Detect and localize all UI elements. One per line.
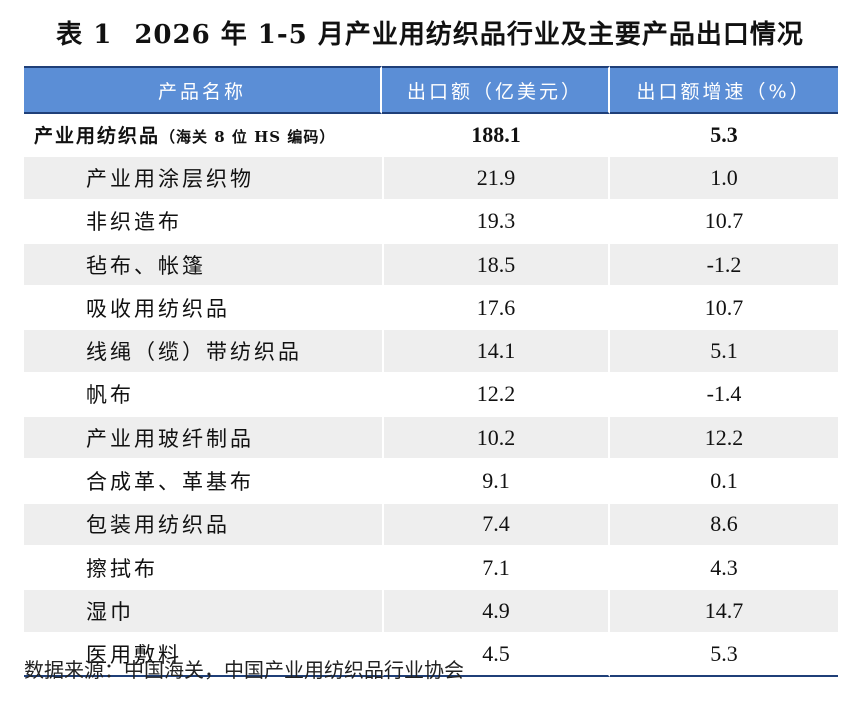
- product-name: 吸收用纺织品: [24, 287, 382, 331]
- product-name: 非织造布: [24, 200, 382, 244]
- export-value: 21.9: [382, 157, 610, 201]
- product-name: 湿巾: [24, 590, 382, 634]
- header-product-name: 产品名称: [24, 66, 382, 114]
- export-value: 4.9: [382, 590, 610, 634]
- table-row: 产业用涂层织物 21.9 1.0: [24, 157, 838, 201]
- total-name-cell: 产业用纺织品（海关 8 位 HS 编码）: [24, 114, 382, 158]
- table-number: 表 1: [56, 20, 113, 50]
- table-row: 产业用玻纤制品 10.2 12.2: [24, 417, 838, 461]
- product-name: 包装用纺织品: [24, 503, 382, 547]
- export-growth: 0.1: [610, 460, 838, 504]
- table-row: 吸收用纺织品 17.6 10.7: [24, 287, 838, 331]
- total-growth: 5.3: [610, 114, 838, 158]
- export-value: 14.1: [382, 330, 610, 374]
- export-table: 产品名称 出口额（亿美元） 出口额增速（%） 产业用纺织品（海关 8 位 HS …: [24, 66, 838, 677]
- export-growth: -1.4: [610, 373, 838, 418]
- product-name: 毡布、帐篷: [24, 243, 382, 288]
- export-growth: 4.3: [610, 546, 838, 591]
- header-export-growth: 出口额增速（%）: [610, 66, 838, 114]
- table-header-row: 产品名称 出口额（亿美元） 出口额增速（%）: [24, 66, 838, 114]
- table-title: 表 1 2026 年 1-5 月产业用纺织品行业及主要产品出口情况: [0, 14, 860, 51]
- product-name: 医用敷料: [24, 633, 382, 677]
- export-growth: 14.7: [610, 590, 838, 634]
- table-row-total: 产业用纺织品（海关 8 位 HS 编码） 188.1 5.3: [24, 114, 838, 158]
- export-growth: 5.3: [610, 633, 838, 677]
- export-growth: 10.7: [610, 200, 838, 244]
- export-value: 9.1: [382, 460, 610, 504]
- table-row: 非织造布 19.3 10.7: [24, 200, 838, 244]
- table-title-text: 2026 年 1-5 月产业用纺织品行业及主要产品出口情况: [134, 20, 804, 50]
- export-value: 17.6: [382, 287, 610, 331]
- table-row: 包装用纺织品 7.4 8.6: [24, 503, 838, 547]
- export-growth: 10.7: [610, 287, 838, 331]
- total-name: 产业用纺织品: [34, 125, 161, 148]
- export-value: 7.4: [382, 503, 610, 547]
- export-growth: 5.1: [610, 330, 838, 374]
- export-value: 10.2: [382, 417, 610, 461]
- total-export: 188.1: [382, 114, 610, 158]
- product-name: 产业用玻纤制品: [24, 417, 382, 461]
- table-row: 线绳（缆）带纺织品 14.1 5.1: [24, 330, 838, 374]
- export-value: 19.3: [382, 200, 610, 244]
- export-growth: 8.6: [610, 503, 838, 547]
- product-name: 合成革、革基布: [24, 460, 382, 504]
- table-row: 擦拭布 7.1 4.3: [24, 546, 838, 591]
- export-growth: 12.2: [610, 417, 838, 461]
- product-name: 产业用涂层织物: [24, 157, 382, 201]
- export-growth: -1.2: [610, 243, 838, 288]
- export-value: 4.5: [382, 633, 610, 677]
- export-value: 18.5: [382, 243, 610, 288]
- table-row: 帆布 12.2 -1.4: [24, 373, 838, 418]
- product-name: 帆布: [24, 373, 382, 418]
- export-value: 12.2: [382, 373, 610, 418]
- total-note: （海关 8 位 HS 编码）: [160, 128, 336, 147]
- data-source-note: 数据来源：中国海关，中国产业用纺织品行业协会: [24, 658, 464, 682]
- table-row: 合成革、革基布 9.1 0.1: [24, 460, 838, 504]
- table-row: 毡布、帐篷 18.5 -1.2: [24, 243, 838, 288]
- product-name: 擦拭布: [24, 546, 382, 591]
- table-row: 湿巾 4.9 14.7: [24, 590, 838, 634]
- product-name: 线绳（缆）带纺织品: [24, 330, 382, 374]
- header-export-value: 出口额（亿美元）: [382, 66, 610, 114]
- export-value: 7.1: [382, 546, 610, 591]
- export-growth: 1.0: [610, 157, 838, 201]
- table-row: 医用敷料 4.5 5.3: [24, 633, 838, 677]
